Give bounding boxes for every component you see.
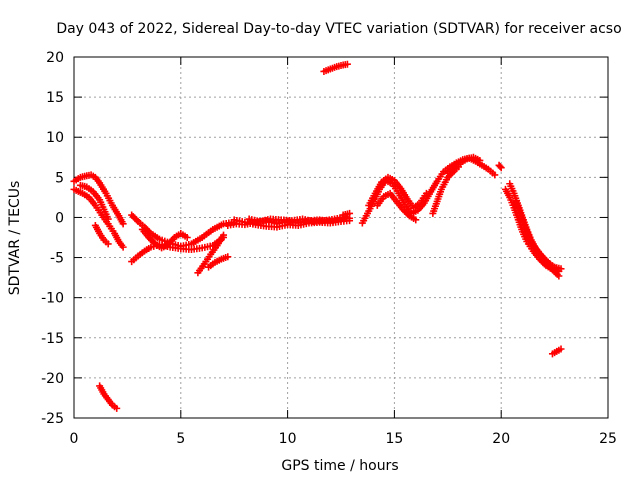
data-point	[346, 209, 354, 217]
chart-title: Day 043 of 2022, Sidereal Day-to-day VTE…	[56, 21, 621, 37]
y-tick-label: 20	[46, 50, 64, 66]
y-tick-label: -10	[41, 291, 64, 307]
x-tick-label: 5	[176, 431, 185, 447]
data-point	[104, 215, 112, 223]
y-tick-label: -25	[41, 411, 64, 427]
x-axis-label: GPS time / hours	[281, 458, 398, 474]
data-point	[119, 220, 127, 228]
data-point	[491, 171, 499, 179]
data-point	[224, 253, 232, 261]
grid	[74, 57, 608, 418]
data-point	[422, 189, 430, 197]
y-axis-label: SDTVAR / TECUs	[7, 181, 23, 296]
data-point	[220, 231, 228, 239]
data-point	[412, 216, 420, 224]
data-point	[119, 243, 127, 251]
y-tick-label: 15	[46, 90, 64, 106]
y-tick-label: 5	[55, 170, 64, 186]
x-tick-label: 10	[279, 431, 297, 447]
y-tick-label: 0	[55, 210, 64, 226]
data-point	[113, 404, 121, 412]
data-point	[496, 163, 504, 171]
data-point	[476, 156, 484, 164]
data-point	[346, 217, 354, 225]
data-point	[104, 240, 112, 248]
data-points	[70, 60, 565, 412]
data-point	[497, 164, 505, 172]
data-point	[183, 234, 191, 241]
y-tick-label: -15	[41, 331, 64, 347]
y-tick-label: -20	[41, 371, 64, 387]
y-tick-label: -5	[50, 251, 64, 267]
plot-frame	[73, 56, 609, 419]
data-point	[555, 272, 563, 280]
data-point	[343, 60, 351, 68]
x-tick-label: 20	[492, 431, 510, 447]
x-tick-label: 25	[599, 431, 617, 447]
x-tick-label: 0	[70, 431, 79, 447]
y-tick-label: 10	[46, 130, 64, 146]
data-point	[557, 265, 565, 273]
axis-ticks: 0 5 10 15 20 25 -25 -20 -15 -10 -5 0 5 10 15 20	[41, 50, 617, 447]
data-point	[557, 345, 565, 353]
x-tick-label: 15	[385, 431, 403, 447]
